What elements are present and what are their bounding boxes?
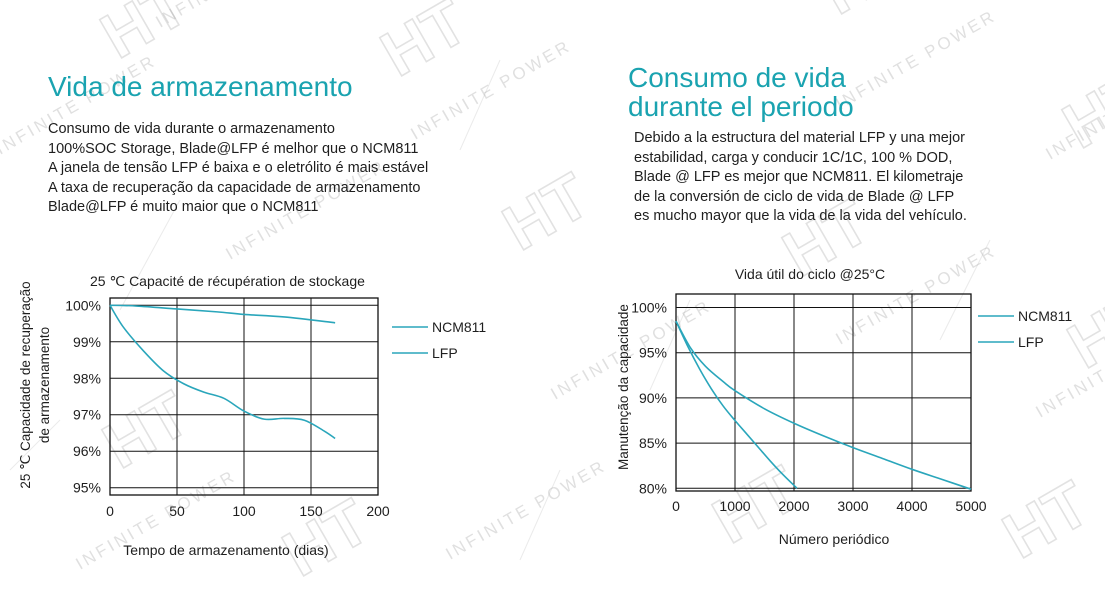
left-description: Consumo de vida durante o armazenamento … bbox=[48, 120, 568, 218]
legend-label: NCM811 bbox=[432, 319, 486, 335]
legend-label: LFP bbox=[432, 345, 458, 361]
right-title-line1: Consumo de vida bbox=[628, 62, 846, 93]
left-desc-line: Consumo de vida durante o armazenamento bbox=[48, 121, 335, 137]
x-axis-label: Número periódico bbox=[779, 531, 890, 547]
y-tick-label: 85% bbox=[639, 435, 667, 451]
x-tick-label: 1000 bbox=[719, 498, 750, 514]
y-tick-label: 100% bbox=[65, 297, 101, 313]
x-axis-label: Tempo de armazenamento (dias) bbox=[123, 542, 328, 558]
x-tick-label: 3000 bbox=[837, 498, 868, 514]
x-tick-label: 5000 bbox=[955, 498, 986, 514]
y-axis-label: de armazenamento bbox=[37, 327, 52, 443]
right-desc-line: Debido a la estructura del material LFP … bbox=[634, 130, 965, 146]
y-tick-label: 100% bbox=[631, 300, 667, 316]
y-tick-label: 95% bbox=[73, 480, 101, 496]
plot-frame bbox=[675, 293, 972, 492]
series-line-ncm811 bbox=[675, 320, 798, 489]
right-panel: Consumo de vida durante el periodo Debid… bbox=[628, 62, 1088, 227]
right-desc-line: estabilidad, carga y conducir 1C/1C, 100… bbox=[634, 149, 953, 166]
x-tick-label: 2000 bbox=[778, 498, 809, 514]
left-desc-line: A janela de tensão LFP é baixa e o eletr… bbox=[48, 160, 429, 176]
left-panel: Vida de armazenamento Consumo de vida du… bbox=[48, 71, 568, 218]
right-desc-line: de la conversión de ciclo de vida de Bla… bbox=[634, 188, 955, 205]
x-tick-label: 0 bbox=[672, 498, 680, 514]
y-tick-label: 95% bbox=[639, 345, 667, 361]
left-desc-line: 100%SOC Storage, Blade@LFP é melhor que … bbox=[48, 140, 419, 157]
left-desc-line: Blade@LFP é muito maior que o NCM811 bbox=[48, 199, 319, 215]
series-line-lfp bbox=[109, 304, 336, 440]
right-title-line2: durante el periodo bbox=[628, 91, 854, 122]
y-axis-label: 25 ℃ Capacidade de recuperação bbox=[18, 281, 33, 488]
legend-label: LFP bbox=[1018, 334, 1044, 350]
series-line-lfp bbox=[675, 320, 972, 490]
x-tick-label: 0 bbox=[106, 503, 114, 519]
y-axis-label: Manutenção da capacidade bbox=[616, 304, 631, 470]
y-tick-label: 80% bbox=[639, 480, 667, 496]
left-desc-line: A taxa de recuperação da capacidade de a… bbox=[48, 179, 421, 196]
x-tick-label: 100 bbox=[232, 503, 256, 519]
y-tick-label: 99% bbox=[73, 334, 101, 350]
x-tick-label: 200 bbox=[366, 503, 390, 519]
chart-title: Vida útil do ciclo @25°C bbox=[735, 266, 885, 282]
x-tick-label: 4000 bbox=[896, 498, 927, 514]
right-description: Debido a la estructura del material LFP … bbox=[634, 129, 1088, 227]
y-tick-label: 98% bbox=[73, 370, 101, 386]
series-line-ncm811 bbox=[109, 304, 336, 324]
y-tick-label: 90% bbox=[639, 390, 667, 406]
legend-label: NCM811 bbox=[1018, 308, 1072, 324]
right-desc-line: Blade @ LFP es mejor que NCM811. El kilo… bbox=[634, 169, 964, 185]
left-title: Vida de armazenamento bbox=[48, 71, 353, 102]
x-tick-label: 50 bbox=[169, 503, 185, 519]
right-desc-line: es mucho mayor que la vida de la vida de… bbox=[634, 208, 967, 224]
y-tick-label: 96% bbox=[73, 443, 101, 459]
y-tick-label: 97% bbox=[73, 407, 101, 423]
x-tick-label: 150 bbox=[299, 503, 323, 519]
chart-title: 25 ℃ Capacité de récupération de stockag… bbox=[90, 273, 365, 289]
